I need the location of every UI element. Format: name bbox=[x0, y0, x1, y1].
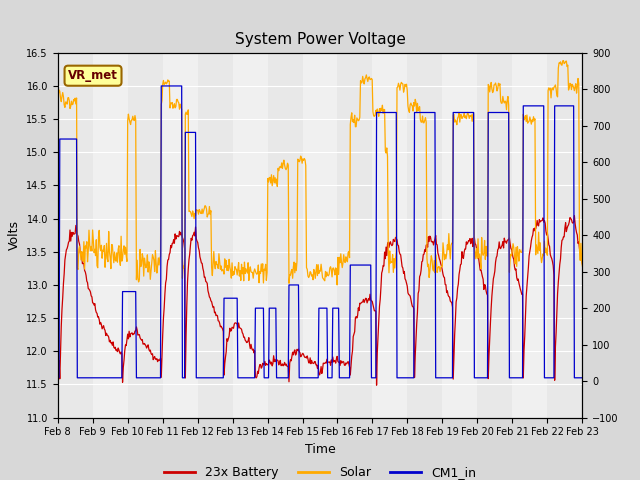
Bar bbox=[58, 53, 93, 418]
Bar bbox=[408, 53, 442, 418]
Bar bbox=[477, 53, 513, 418]
Bar bbox=[547, 53, 582, 418]
Y-axis label: Volts: Volts bbox=[8, 220, 20, 250]
Title: System Power Voltage: System Power Voltage bbox=[235, 33, 405, 48]
X-axis label: Time: Time bbox=[305, 443, 335, 456]
Text: VR_met: VR_met bbox=[68, 69, 118, 82]
Bar bbox=[163, 53, 198, 418]
Bar bbox=[127, 53, 163, 418]
Bar bbox=[442, 53, 477, 418]
Bar bbox=[93, 53, 127, 418]
Bar bbox=[198, 53, 232, 418]
Bar bbox=[268, 53, 303, 418]
Bar bbox=[303, 53, 337, 418]
Bar bbox=[513, 53, 547, 418]
Bar bbox=[232, 53, 268, 418]
Bar bbox=[337, 53, 372, 418]
Bar bbox=[372, 53, 408, 418]
Legend: 23x Battery, Solar, CM1_in: 23x Battery, Solar, CM1_in bbox=[159, 461, 481, 480]
